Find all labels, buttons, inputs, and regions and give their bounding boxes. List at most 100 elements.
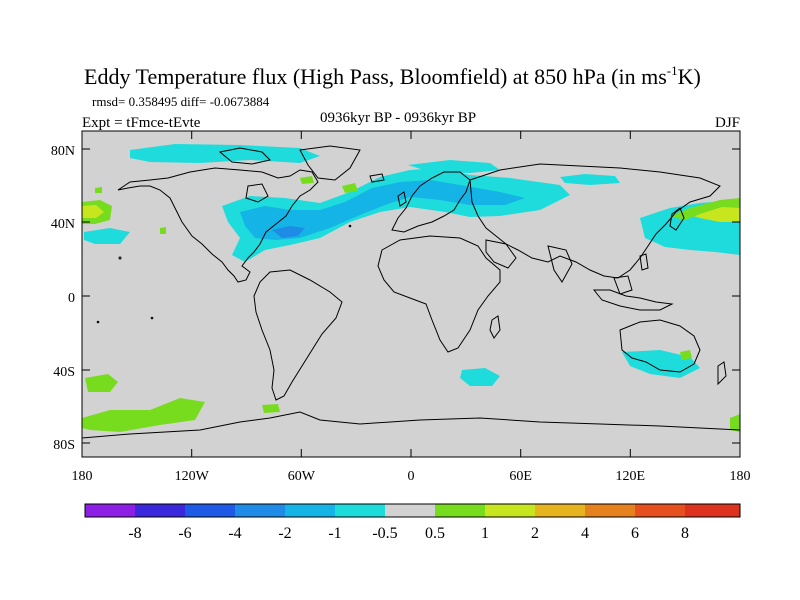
field-green-patch-1 (342, 183, 358, 193)
coast-philippines (639, 253, 649, 271)
y-tick-label-40s: 40S (53, 365, 75, 380)
colorbar-bin-5 (335, 504, 385, 517)
stats-label: rmsd= 0.358495 diff= -0.0673884 (92, 94, 270, 109)
y-tick-label-40n: 40N (51, 217, 75, 232)
field-west-pacific-green (670, 198, 740, 220)
colorbar-label-8: 2 (531, 525, 539, 542)
coast-australia (619, 319, 701, 373)
coast-japan (669, 207, 685, 231)
field-australia-green (680, 350, 692, 360)
field-east-pacific-yellow (82, 205, 104, 218)
coast-island-pacific-2 (96, 320, 100, 324)
colorbar-label-11: 8 (681, 525, 689, 542)
x-tick-label-60e: 60E (509, 469, 532, 484)
x-tick-label-0: 0 (408, 469, 415, 484)
colorbar-label-0: -8 (128, 525, 141, 542)
coast-greenland (299, 145, 361, 181)
title-superscript: -1 (667, 63, 678, 78)
coast-borneo (613, 275, 633, 295)
coastlines (82, 145, 740, 439)
colorbar-bin-6 (385, 504, 435, 517)
coast-asia (469, 163, 721, 279)
field-australia-cyan (622, 350, 700, 378)
field-green-patch-2 (300, 176, 314, 184)
season-label: DJF (715, 115, 740, 131)
colorbar-bin-1 (135, 504, 185, 517)
x-tick-0: 0 (408, 131, 415, 484)
colorbar-label-4: -1 (328, 525, 341, 542)
coast-island-azores (348, 224, 352, 228)
y-axis: 80N 40N 0 40S 80S (51, 144, 740, 453)
figure-title: Eddy Temperature flux (High Pass, Bloomf… (84, 63, 701, 89)
coast-madagascar (489, 315, 501, 339)
colorbar-label-7: 1 (481, 525, 489, 542)
field-south-pacific-green (82, 398, 205, 432)
colorbar-label-5: -0.5 (372, 525, 397, 542)
coast-arabia (485, 239, 517, 269)
coast-antarctica (82, 411, 740, 439)
x-tick-60w: 60W (288, 131, 316, 484)
colorbar-label-10: 6 (631, 525, 639, 542)
colorbar-bin-11 (635, 504, 685, 517)
coast-africa (377, 235, 501, 353)
coast-british-isles (397, 191, 407, 207)
colorbar-bin-10 (585, 504, 635, 517)
colorbar-label-2: -4 (228, 525, 241, 542)
coast-north-america (117, 167, 319, 283)
y-tick-80n: 80N (51, 144, 740, 159)
x-tick-label-180w: 180 (72, 469, 93, 484)
x-tick-120w: 120W (175, 131, 210, 484)
y-tick-label-80n: 80N (51, 144, 75, 159)
x-tick-label-180e: 180 (730, 469, 751, 484)
title-main: Eddy Temperature flux (High Pass, Bloomf… (84, 64, 667, 89)
coast-iceland (369, 173, 385, 183)
y-tick-40n: 40N (51, 217, 740, 232)
x-tick-label-120w: 120W (175, 469, 210, 484)
field-north-atlantic-blue (272, 226, 305, 238)
field-east-pacific-cyan (84, 228, 130, 244)
y-tick-40s: 40S (53, 365, 740, 380)
colorbar-label-9: 4 (581, 525, 589, 542)
x-axis: 180 120W 60W 0 60E 120E 180 (72, 131, 751, 484)
colorbar-bin-0 (85, 504, 135, 517)
x-tick-120e: 120E (616, 131, 646, 484)
experiment-label: Expt = tFmce-tEvte (82, 115, 201, 131)
x-tick-180w: 180 (72, 449, 93, 484)
map-plot-area (82, 131, 740, 457)
y-tick-label-0: 0 (68, 291, 75, 306)
field-southeast-pacific-green (730, 414, 740, 432)
colorbar-bin-3 (235, 504, 285, 517)
colorbar-frame (84, 503, 741, 518)
coast-new-zealand (717, 361, 727, 386)
y-tick-80s: 80S (53, 438, 740, 453)
field-north-atlantic-sky (240, 180, 525, 240)
coast-hudson-bay (245, 183, 269, 203)
colorbar-label-3: -2 (278, 525, 291, 542)
x-tick-label-60w: 60W (288, 469, 316, 484)
x-tick-180e: 180 (730, 449, 751, 484)
field-south-indian-cyan (460, 368, 500, 386)
field-green-patch-3 (160, 227, 166, 234)
field-arctic-cyan (130, 144, 320, 163)
coast-island-hawaii (118, 256, 122, 260)
colorbar-bin-2 (185, 504, 235, 517)
field-south-pacific-green-2 (85, 374, 118, 392)
period-label: 0936kyr BP - 0936kyr BP (320, 110, 476, 126)
colorbar-label-6: 0.5 (425, 525, 445, 542)
y-tick-0: 0 (68, 291, 740, 306)
colorbar-bin-12 (685, 504, 740, 517)
field-green-patch-4 (95, 187, 102, 193)
coast-island-pacific-1 (150, 316, 154, 320)
colorbar-bin-4 (285, 504, 335, 517)
x-tick-label-120e: 120E (616, 469, 646, 484)
colorbar-bin-8 (485, 504, 535, 517)
anomaly-fields (82, 144, 740, 432)
title-end: K) (678, 64, 701, 89)
x-tick-60e: 60E (509, 131, 532, 484)
colorbar-label-1: -6 (178, 525, 191, 542)
y-tick-label-80s: 80S (53, 438, 75, 453)
coast-india (547, 245, 573, 283)
colorbar: -8 -6 -4 -2 -1 -0.5 0.5 1 2 4 6 8 (84, 503, 741, 542)
colorbar-bin-7 (435, 504, 485, 517)
